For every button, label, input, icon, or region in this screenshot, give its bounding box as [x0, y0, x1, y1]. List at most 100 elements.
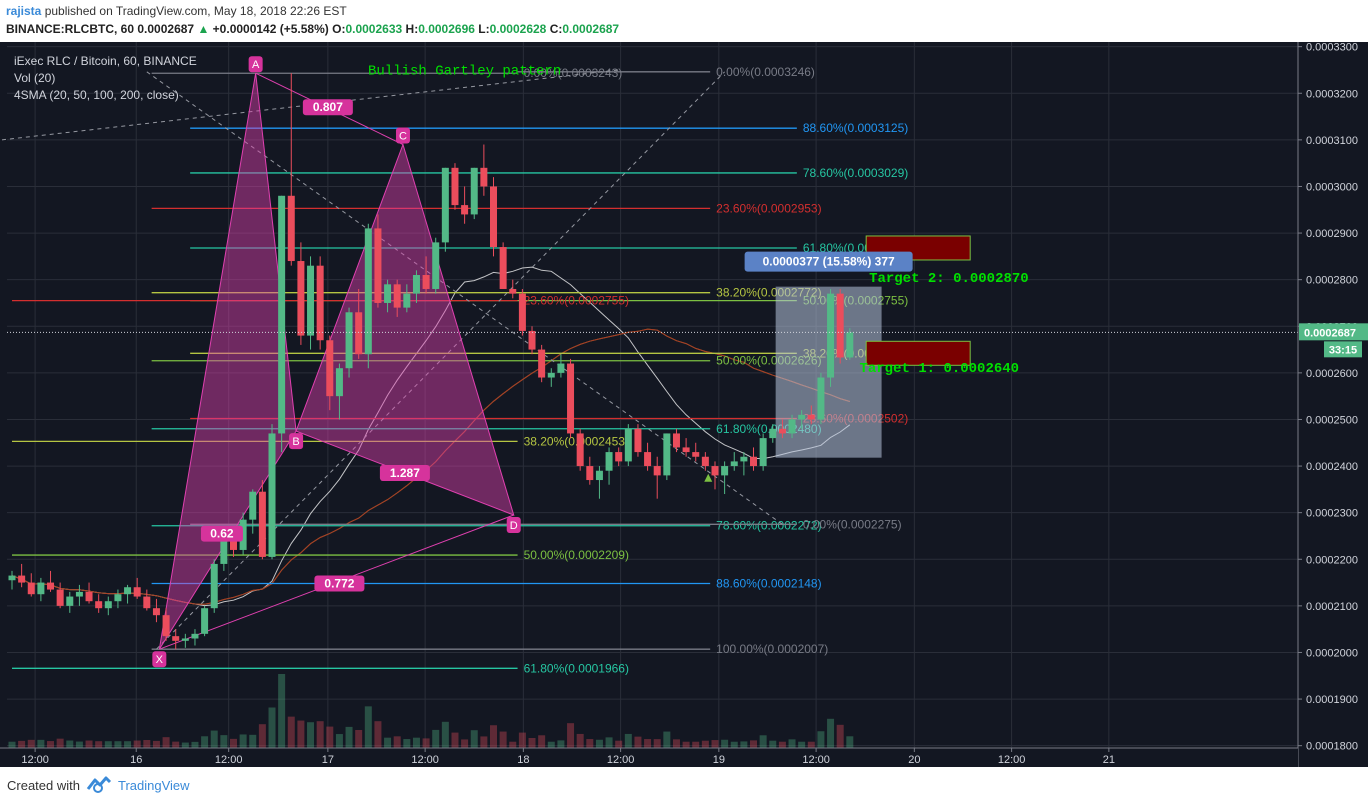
volume-bar — [634, 736, 642, 748]
volume-bar — [143, 740, 151, 748]
volume-bar — [47, 741, 55, 748]
volume-bar — [326, 726, 334, 748]
candle-body — [798, 414, 806, 420]
candle-body — [47, 582, 55, 590]
time-tick-label: 12:00 — [411, 754, 439, 766]
volume-bar — [490, 725, 497, 748]
volume-bar — [191, 741, 199, 748]
volume-bar — [605, 737, 613, 748]
price-tick-label: 0.0002800 — [1306, 275, 1358, 287]
candle-body — [172, 636, 180, 641]
symbol-label: BINANCE:RLCBTC, 60 — [6, 22, 135, 36]
pattern-point-badge — [248, 56, 263, 73]
price-tick-label: 0.0003300 — [1306, 42, 1358, 54]
ratio-label: 0.62 — [210, 527, 234, 541]
volume-bar — [759, 735, 767, 748]
candle-body — [384, 284, 392, 303]
price-tick-label: 0.0003100 — [1306, 135, 1358, 147]
candle-body — [85, 591, 93, 602]
volume-bar — [788, 739, 796, 748]
candle-body — [653, 466, 661, 476]
measure-label: 0.0000377 (15.58%) 377 — [763, 255, 895, 269]
volume-bar — [576, 733, 584, 748]
time-tick-label: 21 — [1103, 754, 1115, 766]
volume-bar — [66, 740, 74, 748]
time-tick-label: 12:00 — [998, 754, 1026, 766]
ratio-badge — [314, 575, 365, 592]
volume-legend: Vol (20) — [14, 71, 55, 85]
candle-body — [615, 452, 623, 462]
candle-body — [595, 470, 603, 481]
fib-level-label: 88.60%(0.0003125) — [803, 121, 908, 135]
volume-bar — [220, 735, 228, 748]
candle-body — [287, 195, 295, 262]
author-link[interactable]: rajista — [6, 4, 42, 18]
volume-bar — [836, 724, 844, 748]
volume-bar — [644, 739, 652, 748]
close-label: C: — [549, 22, 563, 36]
time-tick-label: 12:00 — [607, 754, 635, 766]
candle-body — [249, 491, 257, 520]
candle-body — [95, 601, 103, 609]
price-tick-label: 0.0002900 — [1306, 228, 1358, 240]
open-value: 0.0002633 — [345, 22, 403, 36]
candle-body — [740, 456, 748, 462]
target-2-label: Target 2: 0.0002870 — [869, 271, 1029, 287]
candle-body — [8, 575, 16, 581]
volume-bar — [682, 741, 690, 748]
candle-body — [307, 265, 315, 336]
candle-body — [509, 288, 517, 294]
volume-bar — [528, 737, 536, 748]
volume-bar — [201, 736, 209, 748]
candle-body — [297, 261, 305, 336]
candle-body — [162, 615, 170, 637]
pattern-point-label: A — [252, 59, 260, 71]
open-label: O: — [332, 22, 346, 36]
volume-bar — [27, 739, 35, 748]
volume-bar — [210, 730, 218, 748]
candle-body — [769, 428, 777, 439]
volume-bar — [432, 729, 440, 748]
candle-body — [634, 428, 642, 453]
volume-bar — [364, 706, 372, 748]
candle-body — [124, 587, 132, 595]
candle-body — [37, 582, 45, 595]
target-1-label: Target 1: 0.0002640 — [859, 361, 1019, 377]
volume-bar — [393, 736, 401, 748]
price-chart[interactable]: 0.00%(0.0003243) 0.00%(0.0003246) 88.60%(0… — [0, 42, 1368, 767]
volume-bar — [567, 723, 575, 748]
candle-body — [393, 284, 401, 308]
ratio-badge — [302, 99, 353, 116]
volume-bar — [104, 741, 112, 748]
volume-bar — [672, 739, 680, 748]
volume-bar — [807, 741, 815, 748]
volume-bar — [287, 716, 295, 748]
candle-body — [807, 414, 815, 420]
candle-body — [220, 535, 228, 564]
candle-body — [403, 293, 411, 308]
ratio-label: 0.772 — [324, 576, 354, 590]
candle-body — [750, 456, 758, 467]
volume-bar — [18, 740, 26, 748]
ohlc-line: BINANCE:RLCBTC, 60 0.0002687 ▲ +0.000014… — [6, 22, 619, 36]
tradingview-logo-icon — [86, 776, 112, 793]
volume-bar — [239, 734, 247, 748]
sma-200-line — [11, 328, 850, 605]
volume-bar — [701, 740, 709, 748]
candle-body — [75, 591, 83, 597]
price-tick-label: 0.0002000 — [1306, 647, 1358, 659]
fib-level-label: 100.00%(0.0002007) — [716, 642, 828, 656]
time-tick-label: 19 — [713, 754, 725, 766]
candle-body — [104, 601, 112, 609]
volume-bar — [441, 721, 449, 748]
high-label: H: — [405, 22, 419, 36]
volume-bar — [133, 740, 141, 748]
candle-body — [711, 466, 719, 476]
volume-bar — [595, 739, 603, 748]
fib-level-label: 0.00%(0.0003246) — [716, 65, 815, 79]
candle-body — [133, 587, 141, 597]
price-tick-label: 0.0002300 — [1306, 508, 1358, 520]
candle-body — [210, 563, 218, 609]
tradingview-link[interactable]: TradingView — [118, 778, 190, 793]
volume-bar — [374, 721, 382, 748]
